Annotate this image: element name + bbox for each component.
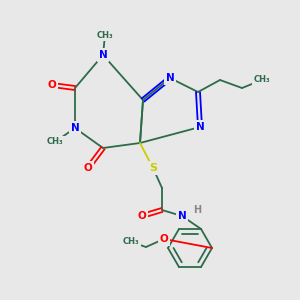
- Text: N: N: [196, 122, 204, 132]
- Text: N: N: [178, 211, 186, 221]
- Text: CH₃: CH₃: [123, 238, 139, 247]
- Text: O: O: [138, 211, 146, 221]
- Text: CH₃: CH₃: [97, 31, 113, 40]
- Text: N: N: [70, 123, 80, 133]
- Text: N: N: [166, 73, 174, 83]
- Text: H: H: [193, 205, 201, 215]
- Text: N: N: [99, 50, 107, 60]
- Text: O: O: [48, 80, 56, 90]
- Text: CH₃: CH₃: [254, 76, 270, 85]
- Text: CH₃: CH₃: [47, 137, 63, 146]
- Text: O: O: [84, 163, 92, 173]
- Text: S: S: [149, 163, 157, 173]
- Text: O: O: [160, 234, 168, 244]
